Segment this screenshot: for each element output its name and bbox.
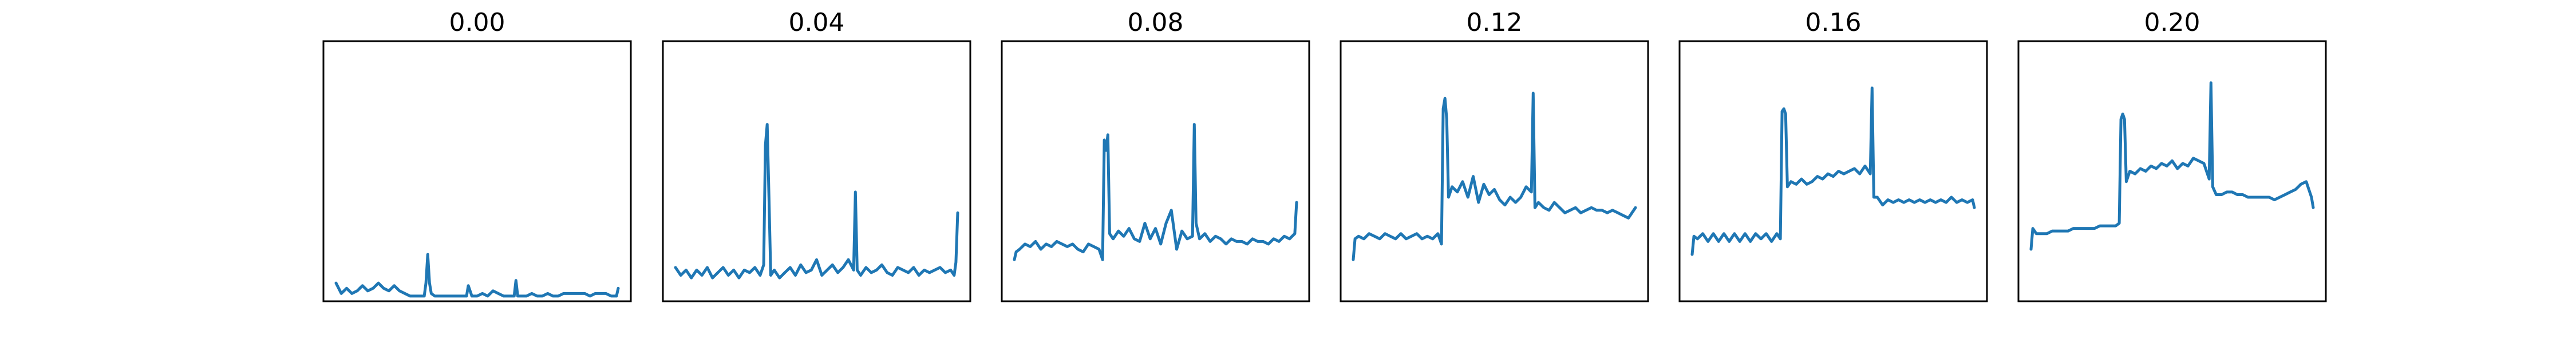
series-line [2029, 81, 2315, 251]
panel-frame [322, 40, 632, 302]
panel-title: 0.00 [449, 8, 505, 37]
series-line [1690, 86, 1976, 256]
panel-frame [1678, 40, 1988, 302]
panel-frame [1001, 40, 1310, 302]
chart-panel: 0.16 [1678, 8, 1988, 302]
series-line [1352, 91, 1637, 261]
panel-title: 0.20 [2144, 8, 2200, 37]
series-line [674, 123, 959, 280]
panel-frame [1340, 40, 1649, 302]
panel-title: 0.16 [1805, 8, 1862, 37]
panel-frame [2017, 40, 2327, 302]
panel-title: 0.08 [1128, 8, 1184, 37]
chart-panel: 0.04 [662, 8, 971, 302]
panel-frame [662, 40, 971, 302]
panel-title: 0.12 [1467, 8, 1523, 37]
series-line [1013, 123, 1298, 261]
chart-panel: 0.08 [1001, 8, 1310, 302]
chart-panel: 0.20 [2017, 8, 2327, 302]
series-line [334, 253, 620, 298]
chart-panel: 0.12 [1340, 8, 1649, 302]
chart-panel: 0.00 [322, 8, 632, 302]
panel-title: 0.04 [789, 8, 845, 37]
